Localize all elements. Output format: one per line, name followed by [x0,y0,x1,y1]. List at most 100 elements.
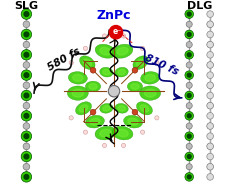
Circle shape [206,143,212,150]
Circle shape [186,12,190,16]
Circle shape [184,132,193,140]
Ellipse shape [85,81,100,92]
Text: DLG: DLG [186,1,211,11]
Ellipse shape [83,59,91,66]
Ellipse shape [140,72,159,84]
Circle shape [140,130,144,134]
Circle shape [24,113,29,118]
Circle shape [121,34,125,38]
Ellipse shape [99,129,111,137]
Circle shape [206,123,212,129]
Ellipse shape [127,118,138,125]
Circle shape [23,102,30,109]
Ellipse shape [139,86,160,100]
Ellipse shape [139,105,148,112]
Ellipse shape [68,72,87,84]
Circle shape [186,94,190,97]
Ellipse shape [144,89,155,97]
Circle shape [23,62,30,68]
Circle shape [24,12,29,16]
Ellipse shape [85,115,104,128]
Circle shape [90,109,96,115]
Circle shape [21,151,32,162]
Ellipse shape [112,44,132,58]
Circle shape [185,42,191,48]
Circle shape [186,155,190,158]
Ellipse shape [99,104,113,113]
Circle shape [185,164,191,170]
Ellipse shape [114,104,128,113]
Text: 810 fs: 810 fs [143,52,179,77]
Circle shape [206,133,212,139]
Circle shape [184,10,193,18]
Ellipse shape [136,102,152,115]
Ellipse shape [72,89,83,97]
Circle shape [23,82,30,89]
Ellipse shape [117,70,125,75]
Ellipse shape [127,81,142,92]
Circle shape [140,46,144,50]
Circle shape [83,46,87,50]
Circle shape [21,70,32,80]
Circle shape [185,21,191,27]
Circle shape [206,62,212,68]
Circle shape [121,143,125,148]
Ellipse shape [89,118,100,125]
Circle shape [206,21,212,27]
Ellipse shape [95,126,115,140]
Circle shape [21,131,32,141]
Circle shape [21,9,32,19]
Circle shape [186,53,190,57]
Circle shape [184,112,193,120]
Circle shape [69,60,73,65]
Circle shape [206,11,212,17]
Circle shape [184,91,193,100]
Circle shape [23,21,30,28]
Circle shape [24,93,29,98]
Text: 580 fs: 580 fs [46,46,82,73]
Circle shape [185,143,191,149]
Ellipse shape [112,126,132,140]
Ellipse shape [144,74,155,81]
Circle shape [206,153,212,160]
Circle shape [185,82,191,88]
Circle shape [21,90,32,101]
Circle shape [206,143,212,149]
Circle shape [154,116,158,120]
Circle shape [23,123,30,129]
Circle shape [102,143,106,148]
Circle shape [206,72,212,78]
Circle shape [206,102,212,109]
Ellipse shape [89,84,97,89]
Text: SLG: SLG [14,1,38,11]
Circle shape [184,71,193,79]
Circle shape [206,41,212,48]
Circle shape [184,173,193,181]
Circle shape [206,164,212,170]
Text: ZnPc: ZnPc [96,9,131,22]
Circle shape [184,152,193,161]
Circle shape [131,109,137,115]
Circle shape [69,116,73,120]
Circle shape [24,32,29,37]
Circle shape [206,82,212,88]
Circle shape [206,112,212,119]
Circle shape [186,134,190,138]
Circle shape [206,123,212,129]
Circle shape [108,85,119,97]
Circle shape [206,174,212,180]
Circle shape [102,34,106,38]
Ellipse shape [99,47,111,55]
Circle shape [90,67,96,73]
Circle shape [206,31,212,38]
Circle shape [186,114,190,118]
Ellipse shape [79,105,88,112]
Circle shape [184,50,193,59]
Circle shape [21,172,32,182]
Ellipse shape [102,106,110,111]
Circle shape [24,154,29,159]
Ellipse shape [130,84,138,89]
Circle shape [109,26,122,39]
Ellipse shape [136,59,144,66]
Ellipse shape [132,56,148,69]
